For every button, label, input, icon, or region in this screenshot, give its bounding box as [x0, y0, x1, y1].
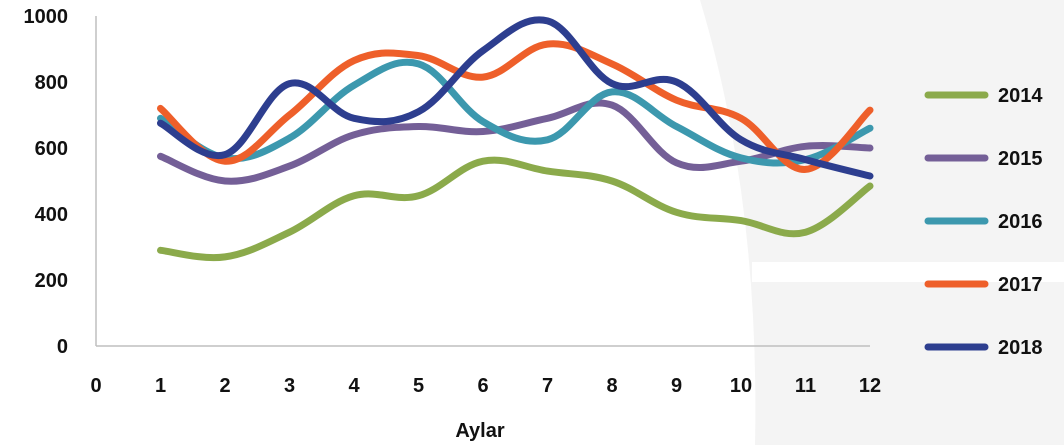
- x-tick-label: 10: [730, 375, 752, 397]
- y-tick-label: 200: [35, 270, 68, 292]
- x-tick-label: 6: [477, 375, 488, 397]
- x-tick-label: 4: [348, 375, 360, 397]
- x-tick-label: 11: [795, 375, 816, 397]
- legend-label: 2018: [998, 337, 1043, 359]
- legend-label: 2015: [998, 148, 1043, 170]
- y-tick-label: 400: [35, 204, 68, 226]
- x-tick-label: 8: [606, 375, 617, 397]
- legend-label: 2017: [998, 274, 1043, 296]
- x-tick-label: 12: [859, 375, 881, 397]
- x-tick-label: 2: [219, 375, 230, 397]
- y-tick-label: 800: [35, 72, 68, 94]
- y-tick-label: 1000: [24, 6, 69, 28]
- y-tick-label: 0: [57, 336, 68, 358]
- legend-label: 2014: [998, 85, 1043, 107]
- legend-label: 2016: [998, 211, 1043, 233]
- x-tick-label: 9: [671, 375, 682, 397]
- x-tick-label: 3: [284, 375, 295, 397]
- x-tick-label: 7: [542, 375, 553, 397]
- x-tick-label: 5: [413, 375, 424, 397]
- y-tick-labels: 0 200 400 600 800 1000: [24, 6, 69, 358]
- y-tick-label: 600: [35, 138, 68, 160]
- x-axis-title: Aylar: [455, 420, 505, 442]
- x-tick-label: 0: [90, 375, 101, 397]
- x-tick-label: 1: [155, 375, 166, 397]
